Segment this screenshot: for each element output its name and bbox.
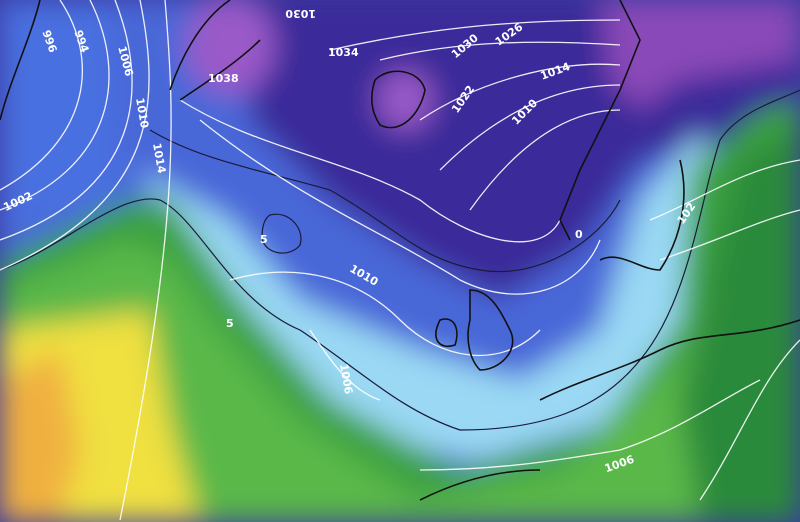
isobar-label: 1010 [133,97,151,130]
isobar-label: 5 [226,317,234,330]
isobar-label: 1038 [208,72,239,85]
isobar-label: 1030 [285,7,316,20]
isobar-label: 0 [575,228,583,241]
isobar-label: 5 [260,233,268,246]
isobar-label: 1034 [328,46,359,59]
freezing-line [0,89,800,431]
isobar-label: 1014 [150,142,168,175]
coastlines-outline [0,0,800,501]
isobar-label: 1006 [337,363,355,396]
